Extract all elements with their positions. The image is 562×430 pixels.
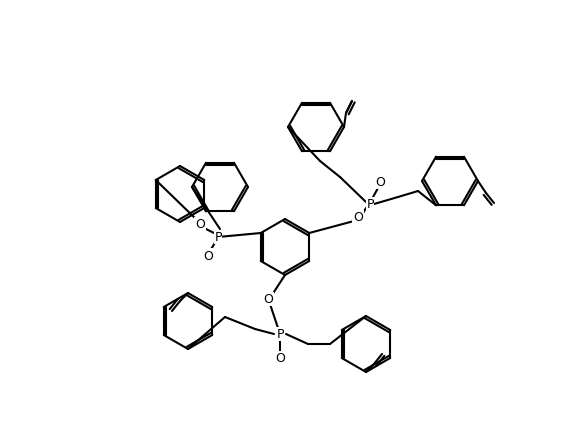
Text: P: P bbox=[277, 328, 284, 341]
Text: O: O bbox=[195, 218, 205, 231]
Text: P: P bbox=[366, 198, 374, 211]
Text: O: O bbox=[275, 352, 285, 365]
Text: O: O bbox=[263, 293, 273, 306]
Text: P: P bbox=[214, 231, 222, 244]
Text: O: O bbox=[353, 211, 363, 224]
Text: O: O bbox=[203, 249, 213, 262]
Text: O: O bbox=[375, 176, 385, 189]
